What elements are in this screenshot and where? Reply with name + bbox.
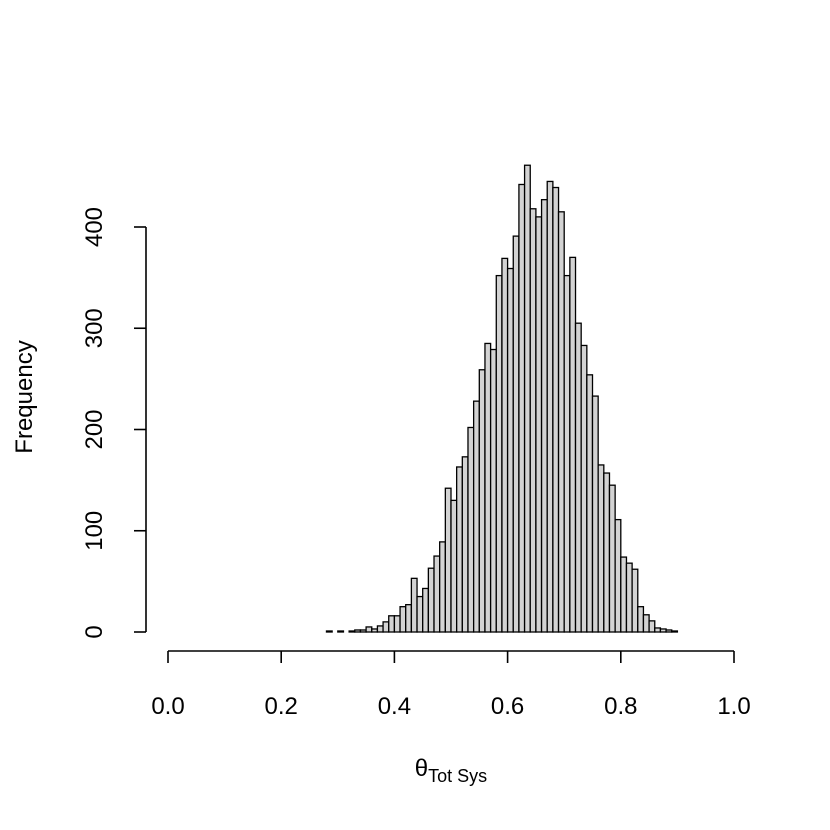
bar [484,342,492,633]
bar [461,456,469,633]
bar [467,426,475,633]
y-tick-label: 300 [81,308,108,348]
bar [540,199,548,633]
bar [625,562,633,633]
bar [348,630,356,633]
bar [642,614,650,633]
bar [495,274,503,633]
bar [478,369,486,633]
bar [433,555,441,633]
bar [512,235,520,633]
bar [472,400,480,633]
bar [399,606,407,633]
x-tick-label: 1.0 [717,693,750,720]
x-tick-label: 0.6 [491,693,524,720]
bar [665,629,673,633]
bar [416,595,424,633]
bar [597,464,605,633]
bar [359,629,367,633]
bar [563,274,571,633]
bar [376,625,384,633]
bar [569,256,577,633]
bar [523,164,531,633]
bar [648,620,656,633]
bar [586,374,594,633]
bar [580,344,588,633]
bar [489,348,497,633]
bar [631,568,639,633]
bar [393,615,401,633]
y-axis-label: Frequency [11,340,38,453]
bar [529,208,537,633]
x-tick-label: 0.4 [378,693,411,720]
x-axis-subscript: Tot Sys [428,766,487,786]
y-tick-label: 400 [81,207,108,247]
bar [456,466,463,633]
bar [557,211,565,633]
bar [591,395,599,633]
bar [501,257,509,633]
bar [422,587,430,633]
bar [506,267,514,633]
bar [325,630,333,633]
bar [337,630,345,633]
bar [371,628,379,633]
bar [654,627,662,633]
bar [659,628,667,633]
bar [365,626,373,633]
bar [354,629,362,633]
bar [450,499,458,633]
bar [546,180,554,633]
bar [410,577,418,633]
bar [388,615,396,633]
bar [574,322,582,633]
x-tick-label: 0.8 [604,693,637,720]
y-tick-label: 100 [81,511,108,551]
bar [518,183,526,633]
x-axis-symbol: θ [415,755,428,782]
bar [671,630,679,633]
bar [444,487,452,633]
bar [637,606,645,633]
x-tick-label: 0.0 [151,693,184,720]
bar [382,621,390,633]
bar [439,541,446,633]
bar [603,472,611,633]
bar [608,484,616,633]
bar [405,604,413,633]
bar [620,556,628,633]
bar [614,518,622,633]
x-axis-label: θTot Sys [415,755,487,786]
bar [427,567,435,633]
x-tick-label: 0.2 [265,693,298,720]
y-tick-label: 0 [81,625,108,638]
y-tick-label: 200 [81,409,108,449]
bar [552,186,560,633]
bar [535,216,543,633]
